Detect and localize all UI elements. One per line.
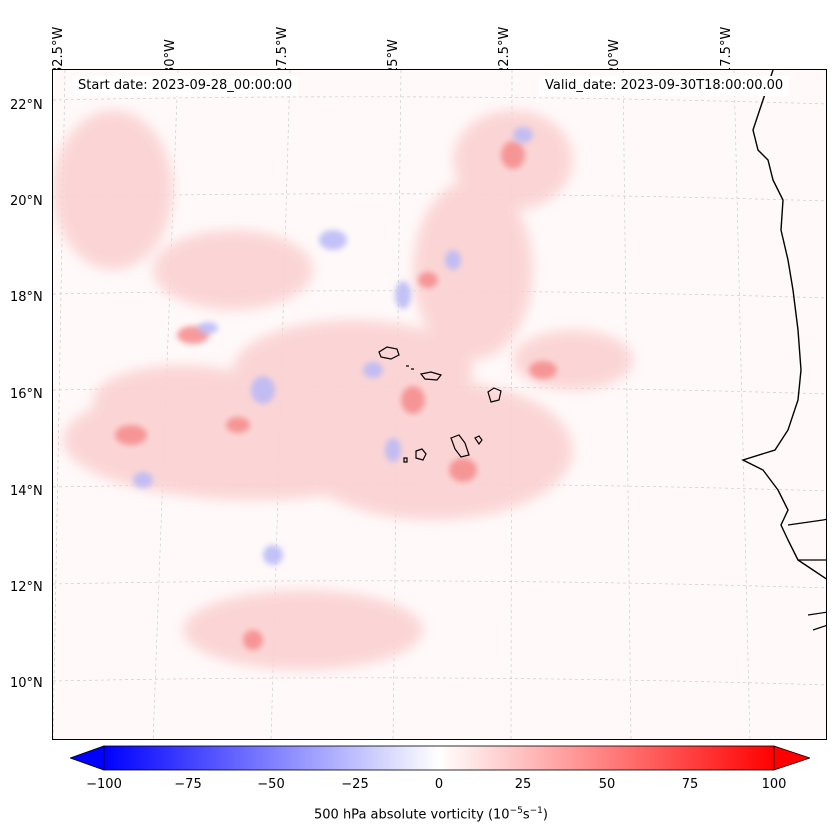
lon-label-27.5w: 27.5°W [275,26,290,75]
lon-label-17.5w: 17.5°W [719,26,734,75]
vorticity-field [53,70,826,739]
vorticity-map [52,69,827,740]
lat-label-14n: 14°N [10,484,43,499]
colorbar-tick: −25 [341,777,369,792]
colorbar-tick: −50 [257,777,285,792]
africa-coastline-south [787,518,826,631]
lat-label-12n: 12°N [10,580,43,595]
vorticity-pink-regions [53,110,633,670]
colorbar-tick: 0 [434,777,444,792]
lat-label-22n: 22°N [10,98,43,113]
colorbar-tick: 50 [598,777,616,792]
cape-verde-islands [378,346,502,463]
colorbar-max-extend [773,745,810,771]
start-date: Start date: 2023-09-28_00:00:00 [72,76,299,96]
colorbar-tick: 100 [761,777,787,792]
colorbar-tick: −75 [174,777,202,792]
colorbar-tick: 25 [514,777,532,792]
lat-label-16n: 16°N [10,387,43,402]
colorbar-min-extend [70,745,105,771]
lat-label-20n: 20°N [10,194,43,209]
valid-date: Valid_date: 2023-09-30T18:00:00.00 [539,76,790,96]
lon-label-32.5w: 32.5°W [51,26,66,75]
colorbar-tick: 75 [681,777,699,792]
lat-label-10n: 10°N [10,676,43,691]
lat-label-18n: 18°N [10,290,43,305]
colorbar-tick: −100 [86,777,122,792]
africa-coastline [741,70,826,580]
lon-label-22.5w: 22.5°W [497,26,512,75]
colorbar-gradient [103,745,775,771]
vorticity-red-cores [115,141,557,650]
colorbar-label: 500 hPa absolute vorticity (10−5s−1) [314,806,548,823]
colorbar [70,745,810,771]
vorticity-blue-regions [133,127,533,565]
